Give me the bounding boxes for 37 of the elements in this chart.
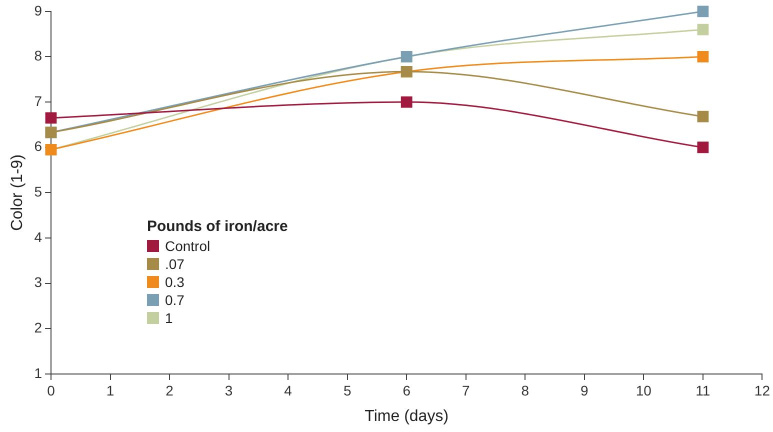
y-tick-label: 5: [34, 184, 42, 200]
y-tick-label: 3: [34, 274, 42, 290]
point: [697, 110, 709, 122]
legend-label: 1: [164, 309, 174, 328]
point: [697, 24, 709, 36]
legend-title: Pounds of iron/acre: [146, 218, 288, 236]
point: [697, 6, 709, 18]
x-tick-label: 1: [106, 382, 114, 398]
x-tick-label: 3: [224, 382, 233, 398]
y-tick-label: 2: [34, 320, 42, 336]
y-tick-label: 1: [34, 364, 42, 381]
y-tick-label: 4: [34, 228, 42, 245]
point: [697, 51, 709, 62]
point: [400, 96, 412, 108]
x-tick-label: 8: [521, 382, 530, 398]
x-tick-label: 11: [696, 382, 710, 398]
y-tick-label: 6: [34, 138, 42, 154]
x-tick-label: 7: [462, 382, 470, 398]
legend-label: .07: [164, 255, 186, 274]
x-tick-label: 4: [284, 382, 292, 398]
x-tick-label: 2: [166, 382, 174, 398]
y-axis-title: Color (1-9): [9, 154, 26, 231]
x-axis-title: Time (days): [364, 408, 449, 425]
legend-label: Control: [164, 237, 212, 256]
y-tick-label: 9: [34, 2, 42, 18]
legend-label: 0.7: [164, 291, 186, 310]
x-tick-label: 6: [402, 382, 411, 398]
point: [697, 142, 709, 154]
legend-label: 0.3: [164, 273, 186, 292]
point: [45, 112, 57, 124]
y-tick-label: 8: [34, 48, 42, 64]
x-tick-label: 9: [580, 382, 589, 398]
x-tick-label: 0: [47, 382, 56, 398]
x-tick-label: 10: [636, 382, 652, 398]
x-tick-label: 12: [754, 382, 770, 398]
x-tick-label: 5: [343, 382, 352, 398]
y-tick-label: 7: [34, 92, 42, 109]
